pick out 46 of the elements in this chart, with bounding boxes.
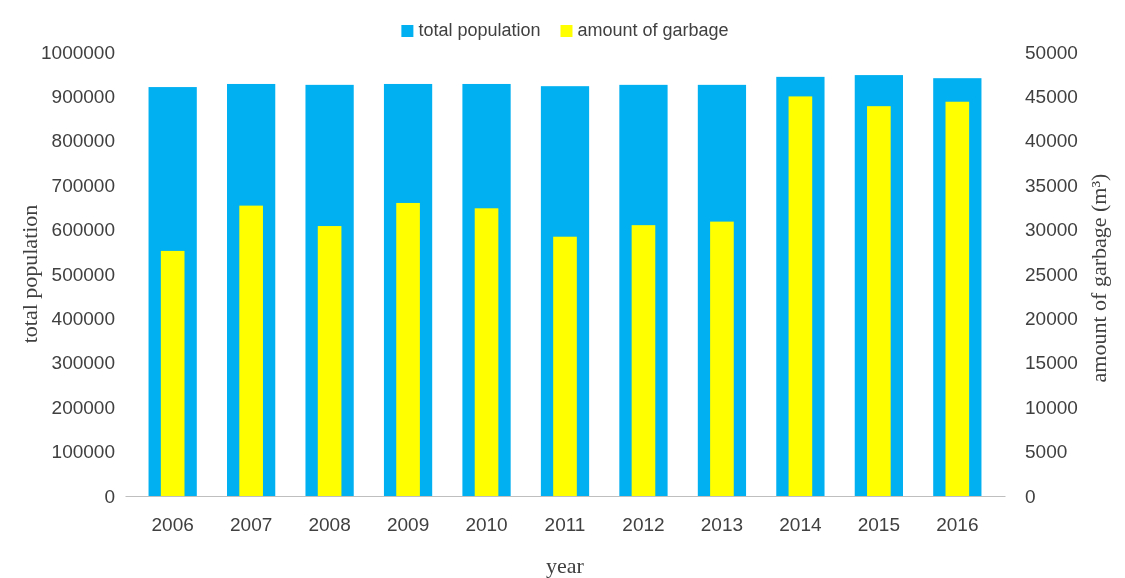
y2-tick-label: 25000 — [1025, 263, 1078, 285]
y-tick-label: 800000 — [51, 130, 115, 152]
bar — [631, 225, 656, 496]
y2-tick-label: 30000 — [1025, 219, 1078, 241]
y2-tick-label: 15000 — [1025, 352, 1078, 374]
x-tick-label: 2014 — [779, 514, 822, 536]
y2-tick-label: 20000 — [1025, 307, 1078, 329]
y-tick-label: 700000 — [51, 174, 115, 196]
y2-tick-label: 0 — [1025, 485, 1036, 507]
x-tick-label: 2012 — [622, 514, 665, 536]
x-tick-label: 2009 — [386, 514, 430, 536]
y2-axis-title: amount of garbage (m³) — [1086, 173, 1111, 383]
bar — [239, 205, 263, 496]
legend-label: total population — [418, 20, 541, 40]
bar — [474, 208, 499, 496]
x-tick-label: 2006 — [151, 514, 194, 536]
y2-tick-label: 45000 — [1025, 85, 1078, 107]
x-tick-label: 2008 — [308, 514, 351, 536]
y-tick-label: 300000 — [51, 352, 115, 374]
x-tick-label: 2013 — [700, 514, 744, 536]
y2-tick-label: 10000 — [1025, 396, 1078, 418]
y-tick-label: 100000 — [51, 441, 115, 463]
y2-tick-label: 40000 — [1025, 130, 1078, 152]
y-tick-label: 400000 — [51, 307, 115, 329]
bar — [317, 226, 342, 496]
y-tick-label: 200000 — [51, 396, 115, 418]
y2-tick-label: 5000 — [1025, 441, 1068, 463]
bar — [553, 236, 577, 496]
legend-label: amount of garbage — [577, 20, 729, 40]
y-tick-label: 500000 — [51, 263, 115, 285]
x-axis-title: year — [546, 553, 585, 578]
y-tick-label: 0 — [104, 485, 115, 507]
y2-tick-label: 50000 — [1025, 41, 1078, 63]
y-axis-title: total population — [17, 204, 42, 344]
x-tick-label: 2016 — [936, 514, 979, 536]
y-tick-label: 600000 — [51, 219, 115, 241]
y-tick-label: 1000000 — [41, 41, 115, 63]
bar — [160, 250, 185, 496]
bar — [710, 221, 734, 496]
x-tick-label: 2010 — [465, 514, 508, 536]
x-tick-label: 2007 — [229, 514, 273, 536]
y2-tick-label: 35000 — [1025, 174, 1078, 196]
y-tick-label: 900000 — [51, 85, 115, 107]
x-tick-label: 2011 — [544, 514, 586, 536]
bar — [396, 202, 420, 496]
x-tick-label: 2015 — [857, 514, 901, 536]
